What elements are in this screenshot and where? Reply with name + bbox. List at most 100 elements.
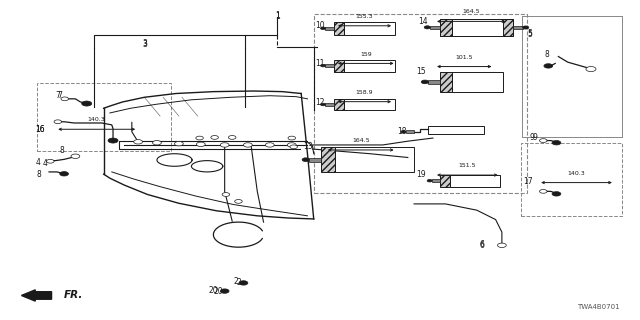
- Circle shape: [287, 143, 296, 147]
- Circle shape: [321, 27, 326, 29]
- Text: 5: 5: [527, 30, 532, 39]
- Circle shape: [196, 142, 205, 147]
- Circle shape: [540, 189, 547, 193]
- Bar: [344, 22, 396, 35]
- Text: 9: 9: [530, 133, 534, 142]
- Circle shape: [544, 64, 553, 68]
- Bar: [406, 130, 414, 133]
- Text: 159: 159: [360, 52, 372, 57]
- Text: 151.5: 151.5: [459, 163, 476, 168]
- Bar: [314, 14, 527, 193]
- Text: 1: 1: [275, 11, 280, 20]
- Bar: [440, 72, 452, 92]
- Text: 2: 2: [234, 277, 239, 286]
- Circle shape: [60, 172, 68, 176]
- Text: 20: 20: [209, 286, 218, 295]
- Circle shape: [552, 140, 561, 145]
- Text: 11: 11: [315, 59, 324, 68]
- Text: 8: 8: [60, 146, 64, 155]
- Text: 13: 13: [303, 142, 312, 151]
- Text: 17: 17: [524, 178, 533, 187]
- Circle shape: [222, 193, 230, 196]
- Circle shape: [134, 140, 143, 144]
- Bar: [334, 60, 344, 72]
- Bar: [521, 143, 622, 216]
- Bar: [334, 22, 344, 35]
- Bar: [325, 103, 334, 106]
- Text: TWA4B0701: TWA4B0701: [577, 304, 620, 310]
- Circle shape: [152, 140, 161, 145]
- Circle shape: [235, 199, 242, 203]
- Bar: [325, 27, 334, 30]
- Text: 4: 4: [43, 159, 48, 168]
- Circle shape: [54, 120, 61, 124]
- Text: 10: 10: [315, 21, 324, 30]
- Circle shape: [321, 64, 326, 67]
- Text: 155.3: 155.3: [356, 14, 373, 19]
- Bar: [440, 19, 452, 36]
- Bar: [428, 80, 440, 84]
- Text: 164.5: 164.5: [352, 138, 369, 143]
- Text: 20: 20: [214, 287, 223, 296]
- Circle shape: [427, 180, 432, 182]
- Bar: [450, 175, 500, 187]
- Text: 15: 15: [416, 67, 426, 76]
- Bar: [309, 158, 321, 162]
- Bar: [440, 19, 502, 36]
- Circle shape: [228, 136, 236, 139]
- Circle shape: [266, 143, 274, 147]
- Circle shape: [220, 143, 229, 147]
- Text: 8: 8: [545, 50, 549, 59]
- Text: 9: 9: [532, 133, 537, 142]
- Text: 18: 18: [397, 127, 406, 136]
- Bar: [321, 148, 335, 172]
- Text: 12: 12: [315, 98, 324, 107]
- Text: 2: 2: [236, 278, 241, 287]
- Text: 7: 7: [55, 91, 60, 100]
- Text: 164.5: 164.5: [462, 10, 480, 14]
- Text: FR.: FR.: [64, 291, 83, 300]
- Circle shape: [401, 131, 406, 133]
- Bar: [344, 99, 396, 110]
- Text: 158.9: 158.9: [356, 90, 373, 95]
- Bar: [430, 26, 440, 29]
- Circle shape: [288, 136, 296, 140]
- Circle shape: [290, 145, 298, 149]
- Text: 3: 3: [142, 40, 147, 49]
- Circle shape: [302, 158, 309, 162]
- Bar: [36, 83, 172, 151]
- Text: 6: 6: [479, 240, 484, 249]
- Circle shape: [196, 136, 204, 140]
- Circle shape: [522, 26, 529, 29]
- Bar: [440, 175, 450, 187]
- Circle shape: [497, 243, 506, 247]
- Bar: [335, 148, 414, 172]
- Text: 7: 7: [57, 91, 62, 100]
- Bar: [432, 179, 440, 182]
- Bar: [452, 19, 513, 36]
- Circle shape: [71, 154, 80, 158]
- Circle shape: [61, 97, 68, 101]
- Text: 16: 16: [36, 125, 45, 134]
- Text: 19: 19: [416, 170, 426, 179]
- Circle shape: [421, 80, 429, 84]
- Text: 101.5: 101.5: [456, 55, 473, 60]
- Circle shape: [552, 192, 561, 196]
- Text: 8: 8: [36, 170, 41, 179]
- Bar: [344, 60, 396, 72]
- Bar: [513, 26, 523, 29]
- Circle shape: [239, 281, 248, 285]
- Text: 140.3: 140.3: [88, 117, 106, 122]
- Text: 16: 16: [36, 125, 45, 134]
- Text: 5: 5: [527, 29, 532, 38]
- Bar: [452, 72, 503, 92]
- Circle shape: [243, 143, 252, 147]
- Text: 140.3: 140.3: [568, 171, 586, 176]
- Circle shape: [220, 289, 229, 293]
- Circle shape: [586, 67, 596, 72]
- Circle shape: [424, 26, 431, 29]
- Bar: [325, 64, 334, 67]
- FancyArrow shape: [22, 290, 52, 301]
- Text: 3: 3: [142, 39, 147, 48]
- Bar: [502, 19, 513, 36]
